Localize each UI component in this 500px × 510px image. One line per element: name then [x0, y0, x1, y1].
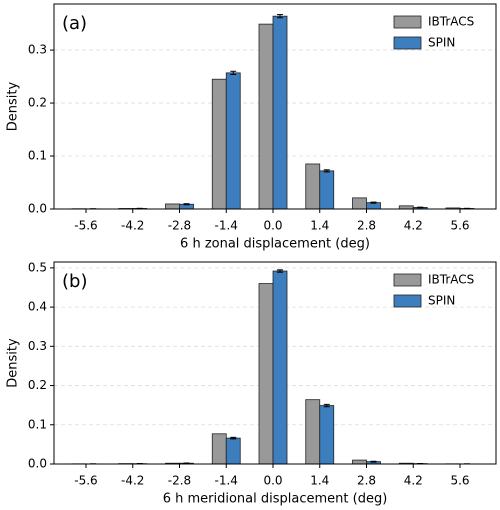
bar	[272, 15, 288, 210]
error-bar	[323, 169, 330, 173]
error-bar	[277, 269, 283, 273]
bar	[272, 270, 288, 465]
x-tick-label: 1.4	[310, 219, 329, 233]
bar	[319, 170, 335, 210]
legend-swatch	[393, 273, 422, 287]
error-bar	[230, 70, 237, 75]
x-tick-label: -5.6	[74, 474, 97, 488]
x-tick-label: 2.8	[357, 219, 376, 233]
y-tick-label: 0.1	[28, 149, 47, 163]
axes-frame	[53, 3, 497, 210]
legend-swatch	[393, 15, 422, 29]
x-tick-label: 2.8	[357, 474, 376, 488]
x-tick-label: 0.0	[263, 219, 282, 233]
x-tick-label: -4.2	[121, 474, 144, 488]
error-bar	[323, 403, 330, 408]
bar	[305, 163, 321, 210]
x-tick-label: -1.4	[215, 474, 238, 488]
bar	[352, 197, 367, 210]
y-tick-label: 0.3	[28, 43, 47, 57]
bar	[225, 72, 241, 210]
legend-label: IBTrACS	[428, 273, 474, 287]
x-tick-label: -4.2	[121, 219, 144, 233]
y-tick-label: 0.4	[28, 300, 47, 314]
x-tick-label: -5.6	[74, 219, 97, 233]
bar	[352, 459, 367, 465]
bar	[211, 433, 227, 465]
x-tick-label: -2.8	[168, 474, 191, 488]
bar	[319, 405, 335, 465]
bar	[258, 283, 274, 465]
bar	[165, 203, 180, 210]
legend-label: IBTrACS	[428, 15, 474, 29]
legend-swatch	[393, 36, 422, 50]
error-bar	[277, 14, 283, 19]
x-tick-label: 4.2	[404, 474, 423, 488]
x-tick-label: -2.8	[168, 219, 191, 233]
panel-label: (a)	[62, 13, 87, 34]
x-tick-label: 0.0	[263, 474, 282, 488]
bar	[305, 399, 321, 465]
x-axis-label: 6 h meridional displacement (deg)	[163, 492, 388, 507]
legend-label: SPIN	[428, 294, 455, 308]
x-tick-label: -1.4	[215, 219, 238, 233]
y-tick-label: 0.0	[28, 202, 47, 216]
y-tick-label: 0.0	[28, 457, 47, 471]
axes-frame	[53, 261, 497, 465]
x-tick-label: 4.2	[404, 219, 423, 233]
error-bar	[183, 203, 190, 206]
error-bar	[370, 460, 377, 463]
legend-label: SPIN	[428, 36, 455, 50]
y-tick-label: 0.3	[28, 339, 47, 353]
y-tick-label: 0.5	[28, 260, 47, 274]
x-axis-label: 6 h zonal displacement (deg)	[180, 237, 370, 252]
x-tick-label: 1.4	[310, 474, 329, 488]
bar	[258, 23, 274, 210]
y-axis-label: Density	[6, 81, 21, 131]
y-tick-label: 0.2	[28, 378, 47, 392]
x-tick-label: 5.6	[450, 219, 469, 233]
bar	[211, 78, 227, 210]
legend-swatch	[393, 294, 422, 308]
y-tick-label: 0.2	[28, 96, 47, 110]
error-bar	[417, 206, 424, 209]
y-axis-label: Density	[6, 338, 21, 388]
panel-label: (b)	[62, 271, 87, 292]
y-tick-label: 0.1	[28, 417, 47, 431]
error-bar	[370, 201, 377, 204]
error-bar	[230, 436, 237, 440]
x-tick-label: 5.6	[450, 474, 469, 488]
bar	[225, 437, 241, 465]
